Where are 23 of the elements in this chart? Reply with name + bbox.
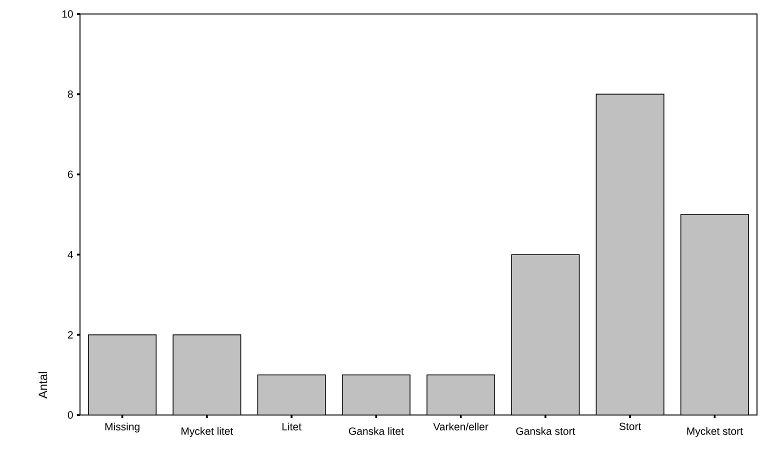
y-tick-label: 6 [68, 170, 73, 178]
x-tick-label: Ganska litet [348, 427, 404, 435]
x-tick-label: Mycket litet [182, 427, 234, 437]
bar [88, 334, 156, 415]
bar [512, 254, 580, 415]
bar [342, 374, 410, 415]
bar [680, 214, 749, 415]
y-tick-label: 0 [68, 411, 73, 419]
bar [596, 94, 664, 415]
y-axis-title: Antal [38, 372, 48, 399]
x-tick-label: Litet [282, 422, 302, 430]
x-tick-label: Missing [105, 422, 140, 432]
x-tick-label: Ganska stort [516, 427, 576, 435]
x-tick-label: Stort [619, 422, 642, 430]
y-tick-label: 10 [62, 10, 73, 18]
y-tick-label: 4 [68, 250, 73, 258]
x-tick-label: Mycket stort [687, 427, 743, 437]
x-tick-label: Varken/eller [433, 422, 488, 430]
bar [426, 374, 495, 415]
bar [258, 374, 326, 415]
bar [173, 334, 241, 415]
y-tick-label: 2 [68, 331, 73, 338]
y-tick-label: 8 [68, 90, 73, 98]
